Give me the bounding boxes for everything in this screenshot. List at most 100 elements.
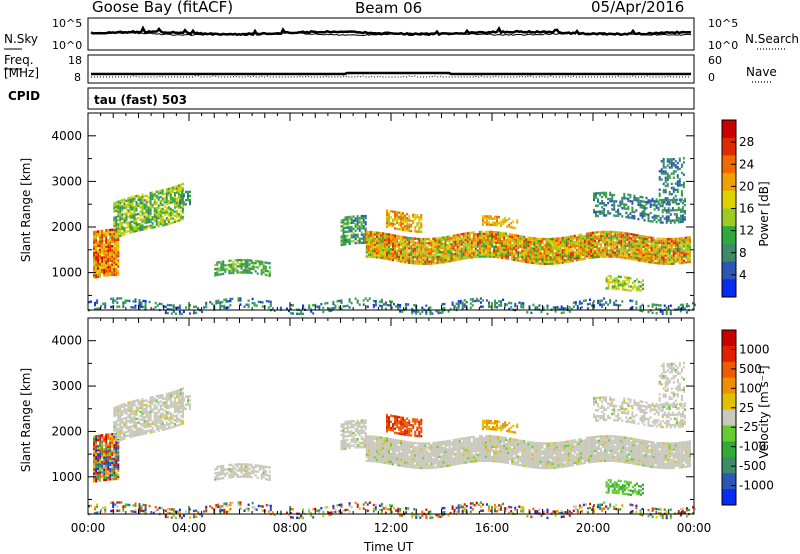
power-cell (668, 158, 671, 161)
power-cell (658, 258, 661, 261)
velocity-cell (115, 471, 118, 474)
power-cell (576, 304, 579, 308)
power-cell (633, 211, 636, 214)
power-cell (682, 185, 685, 189)
power-cell (113, 202, 116, 205)
velocity-cell (165, 407, 168, 410)
power-cell (230, 269, 233, 273)
power-cell (95, 249, 98, 252)
power-cell (638, 238, 641, 241)
power-cell (410, 251, 413, 254)
power-cell (474, 243, 477, 246)
velocity-cell (131, 406, 134, 409)
power-cell (362, 217, 365, 220)
power-cell (438, 261, 441, 264)
power-cell (400, 224, 403, 227)
velocity-cell (111, 463, 114, 467)
power-cell (487, 253, 489, 256)
power-cell (501, 236, 504, 239)
power-cell (605, 279, 608, 282)
power-cell (121, 221, 124, 224)
power-cell (649, 201, 652, 204)
power-cell (601, 212, 604, 215)
power-cell (484, 234, 487, 238)
power-cell (652, 243, 655, 246)
power-cell (402, 252, 405, 255)
power-cell (654, 257, 657, 261)
power-cell (157, 223, 160, 226)
power-cell (97, 244, 100, 248)
power-cell (189, 202, 191, 206)
velocity-cell (99, 444, 102, 448)
power-cell (340, 241, 343, 245)
power-cell (474, 233, 477, 236)
velocity-cell (141, 412, 144, 415)
power-cell (410, 257, 413, 260)
power-cell (105, 268, 108, 271)
velocity-cell (113, 421, 116, 424)
power-cell (590, 234, 592, 237)
power-cell (95, 273, 98, 277)
power-cell (218, 261, 221, 264)
velocity-cell (113, 429, 116, 432)
power-cell (103, 231, 106, 234)
velocity-cell (137, 421, 140, 424)
power-cell (398, 243, 401, 246)
power-cell (155, 202, 158, 206)
velocity-cell (149, 414, 152, 418)
power-cell (364, 227, 367, 230)
velocity-cell (143, 399, 146, 403)
power-cell (606, 236, 609, 240)
power-cell (420, 252, 423, 255)
power-cell (432, 262, 435, 265)
power-cell (348, 242, 351, 245)
power-cell (659, 204, 662, 208)
power-cell (104, 302, 107, 305)
power-cell (563, 244, 566, 248)
power-cell (392, 248, 394, 251)
velocity-cell (117, 465, 120, 468)
velocity-cell (161, 412, 164, 415)
power-cell (497, 249, 499, 253)
power-cell (639, 212, 642, 215)
power-cell (260, 260, 263, 264)
power-cell (154, 301, 157, 305)
power-cell (680, 243, 683, 246)
power-cell (103, 256, 106, 259)
power-cell (657, 202, 660, 205)
velocity-cell (113, 437, 116, 440)
power-cell (547, 262, 550, 265)
velocity-cell (105, 437, 108, 441)
power-cell (677, 219, 680, 222)
power-cell (99, 234, 102, 237)
velocity-cell (149, 412, 152, 416)
power-cell (429, 312, 432, 315)
power-cell (99, 240, 102, 243)
power-cell (350, 302, 353, 305)
freq-line (91, 71, 691, 76)
power-cell (178, 201, 181, 204)
power-cell (644, 250, 647, 253)
power-cell (610, 232, 613, 236)
power-cell (551, 254, 554, 257)
velocity-cell (123, 402, 126, 406)
power-cell (577, 248, 580, 251)
power-cell (428, 237, 431, 241)
velocity-cell (153, 397, 156, 401)
power-cell (585, 244, 588, 248)
power-cell (667, 207, 670, 210)
velocity-cell (145, 425, 148, 429)
power-cell (637, 288, 640, 292)
power-cell (626, 244, 629, 248)
power-cell (117, 215, 120, 218)
power-cell (639, 214, 642, 217)
power-cell (484, 249, 487, 252)
power-cell (629, 195, 632, 199)
power-cell (567, 248, 570, 251)
velocity-cell (115, 477, 118, 481)
power-cell (342, 222, 345, 226)
power-cell (377, 248, 380, 251)
power-cell (404, 224, 407, 228)
power-cell (424, 258, 427, 261)
power-cell (396, 239, 399, 242)
